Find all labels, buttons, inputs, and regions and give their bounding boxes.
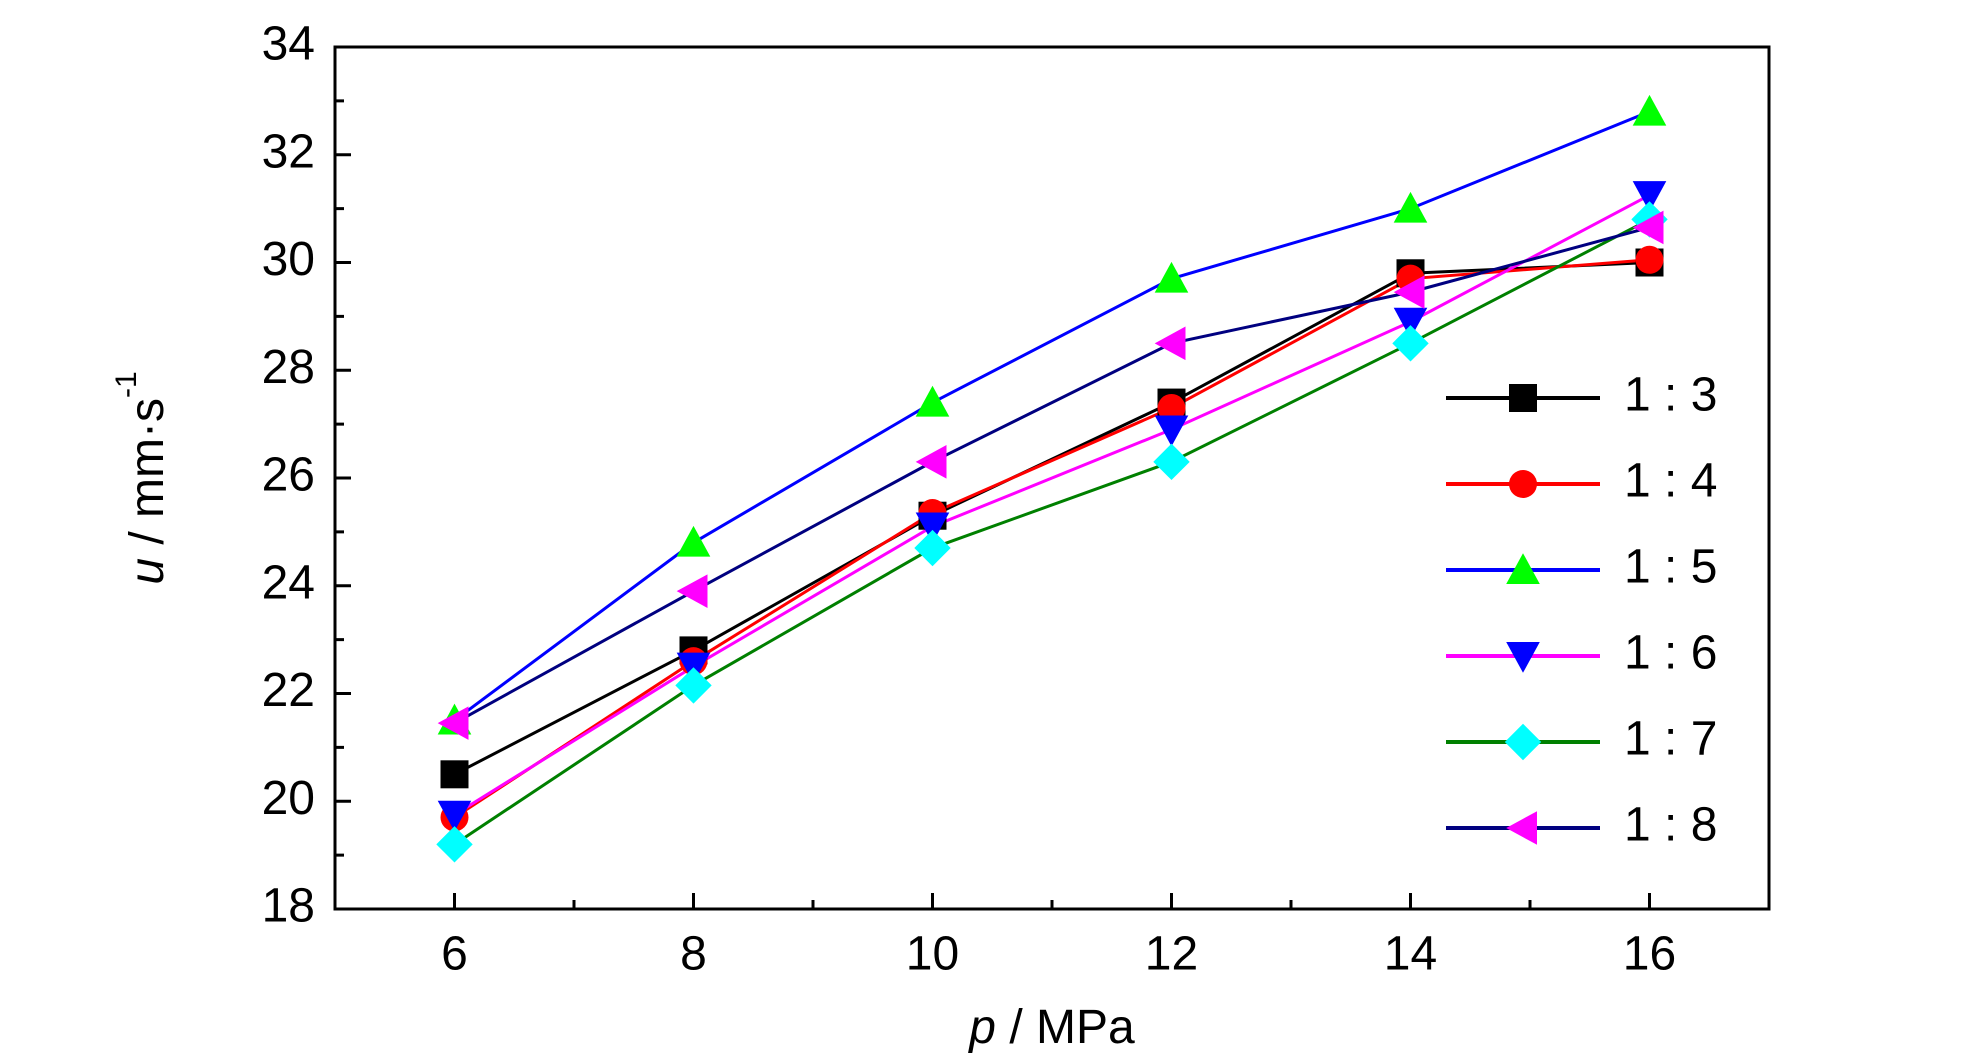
legend-marker	[1504, 723, 1542, 761]
y-tick-label: 30	[262, 233, 315, 286]
x-tick-label: 16	[1623, 928, 1676, 981]
y-axis-label: u / mm·s-1	[110, 371, 174, 584]
legend-label: 1 : 8	[1624, 799, 1717, 852]
y-tick-label: 24	[262, 556, 315, 609]
marker	[1393, 191, 1428, 223]
x-tick-label: 14	[1384, 928, 1437, 981]
x-axis-unit: / MPa	[996, 1001, 1135, 1054]
x-tick-label: 6	[441, 928, 468, 981]
x-tick-label: 10	[906, 928, 959, 981]
marker	[1393, 307, 1428, 339]
legend-label: 1 : 6	[1624, 627, 1717, 680]
marker	[915, 512, 950, 544]
x-axis-label: p / MPa	[967, 1001, 1135, 1054]
marker	[1393, 275, 1425, 309]
marker	[437, 800, 472, 832]
marker	[1157, 393, 1186, 422]
y-tick-label: 26	[262, 449, 315, 502]
legend-label: 1 : 4	[1624, 455, 1717, 508]
legend-marker	[1506, 811, 1537, 845]
marker	[1154, 415, 1189, 447]
marker	[1632, 94, 1667, 126]
marker	[1392, 325, 1429, 362]
y-tick-label: 34	[262, 18, 315, 71]
y-tick-label: 18	[262, 880, 315, 933]
marker	[437, 706, 469, 740]
marker	[676, 574, 708, 608]
y-tick-label: 28	[262, 341, 315, 394]
x-tick-label: 12	[1145, 928, 1198, 981]
marker	[1154, 326, 1186, 361]
legend-label: 1 : 5	[1624, 541, 1717, 594]
x-axis-symbol: p	[967, 1001, 996, 1054]
y-axis-exponent: -1	[110, 371, 143, 398]
y-tick-label: 22	[262, 664, 315, 717]
marker	[1632, 210, 1664, 245]
marker	[1635, 245, 1664, 274]
y-axis-unit: / mm·s	[121, 398, 174, 558]
marker	[440, 760, 469, 789]
x-tick-label: 8	[680, 928, 707, 981]
marker	[1154, 261, 1189, 293]
y-tick-label: 20	[262, 772, 315, 825]
series-line	[453, 226, 1650, 725]
marker	[1153, 443, 1190, 481]
y-tick-label: 32	[262, 125, 315, 178]
series-line	[453, 110, 1651, 722]
series-line	[453, 218, 1651, 846]
marker	[1632, 181, 1667, 212]
marker	[914, 529, 951, 567]
legend-marker	[1509, 470, 1537, 498]
series-line	[453, 193, 1651, 816]
marker	[676, 525, 711, 557]
marker	[915, 385, 950, 417]
marker	[436, 826, 473, 863]
marker	[675, 667, 712, 704]
series-line	[453, 258, 1650, 819]
legend-label: 1 : 7	[1624, 713, 1717, 766]
y-axis-symbol: u	[121, 558, 174, 585]
marker	[915, 445, 947, 479]
legend-marker	[1506, 642, 1540, 673]
legend-label: 1 : 3	[1624, 369, 1717, 422]
legend-marker	[1509, 384, 1537, 412]
legend-marker	[1506, 553, 1540, 584]
